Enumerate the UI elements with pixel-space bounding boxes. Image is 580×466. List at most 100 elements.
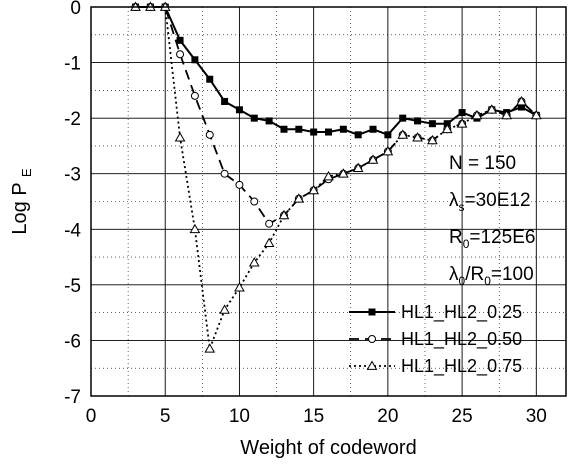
annotation-subscript: 0 [463, 237, 470, 251]
y-tick-label: -5 [64, 276, 81, 297]
data-point-series-3 [278, 209, 290, 220]
annotation-subscript: s [459, 200, 465, 214]
data-point-series-1 [414, 117, 422, 125]
data-point-series-3 [471, 109, 483, 120]
legend-label-2: HL1_HL2_0.50 [401, 329, 522, 350]
series-line-1 [135, 6, 537, 136]
data-point-series-3 [323, 170, 334, 181]
data-point-series-3 [516, 95, 527, 106]
legend-marker-1 [368, 308, 376, 316]
annotation-rest: =30E12 [465, 190, 531, 211]
annotation-main: λ [449, 190, 459, 211]
y-axis-title-subscript: E [19, 168, 34, 177]
data-point-series-3 [397, 129, 409, 139]
annotation-subscript: 0 [484, 274, 491, 288]
data-point-series-3 [352, 162, 364, 173]
data-point-series-3 [337, 168, 349, 178]
x-axis-title: Weight of codeword [240, 437, 416, 459]
data-point-series-3 [456, 118, 468, 128]
annotation-main: R [449, 227, 463, 248]
legend-marker-3 [366, 360, 378, 370]
data-point-series-3 [248, 257, 260, 267]
legend-label-1: HL1_HL2_0.25 [401, 302, 522, 323]
annotation-line: R0=125E6 [449, 227, 535, 251]
data-point-series-1 [235, 106, 243, 114]
data-point-series-3 [382, 145, 394, 156]
y-axis-title: Log P E [9, 168, 34, 234]
data-point-series-1 [176, 36, 184, 44]
data-point-series-1 [428, 120, 436, 128]
data-point-series-1 [354, 131, 362, 139]
data-point-series-2 [190, 91, 199, 100]
data-point-series-3 [367, 154, 379, 164]
x-tick-label: 25 [452, 406, 473, 427]
data-point-series-2 [205, 130, 214, 139]
data-point-series-3 [427, 134, 438, 145]
data-point-series-1 [399, 114, 407, 122]
y-tick-label: -6 [64, 331, 81, 352]
tick-labels: 0 5 10 15 20 25 30 0 -1 -2 -3 -4 -5 -6 -7 [64, 0, 547, 427]
data-point-series-1 [191, 56, 199, 64]
annotation-main: N = 150 [449, 153, 516, 174]
y-tick-label: -1 [64, 54, 81, 75]
data-point-series-1 [221, 97, 229, 105]
legend-marker-2 [368, 335, 376, 343]
y-tick-label: -2 [64, 109, 81, 130]
data-point-series-2 [265, 219, 274, 228]
annotation-line: λs=30E12 [449, 190, 531, 214]
y-tick-label: -3 [64, 165, 81, 186]
data-point-series-3 [189, 223, 201, 234]
legend: HL1_HL2_0.25 HL1_HL2_0.50 HL1_HL2_0.75 [349, 302, 522, 377]
data-point-series-3 [174, 132, 186, 142]
data-point-series-3 [308, 184, 320, 195]
data-point-series-3 [263, 237, 275, 248]
data-point-series-1 [206, 75, 214, 83]
data-point-series-2 [250, 197, 259, 206]
data-point-series-1 [295, 125, 303, 133]
annotation-main: λ [449, 264, 459, 285]
data-point-series-1 [280, 125, 288, 133]
data-point-series-3 [486, 104, 498, 114]
annotation-line: N = 150 [449, 153, 516, 174]
annotation-rest: /R [465, 264, 484, 285]
y-tick-label: -4 [64, 220, 81, 241]
data-point-series-3 [412, 132, 423, 142]
data-point-series-1 [325, 128, 332, 136]
plot-frame [90, 6, 567, 397]
data-point-series-1 [265, 117, 273, 125]
data-point-series-1 [339, 125, 347, 133]
data-point-series-2 [220, 169, 229, 178]
data-point-series-2 [176, 50, 185, 59]
y-tick-label: 0 [70, 0, 81, 19]
data-point-series-2 [235, 180, 244, 189]
data-point-series-3 [441, 123, 453, 134]
x-tick-label: 30 [526, 406, 547, 427]
data-point-series-3 [293, 193, 305, 203]
y-axis-title-main: Log P [9, 183, 31, 235]
x-tick-label: 15 [303, 406, 324, 427]
data-point-series-3 [530, 109, 542, 120]
series-line-2 [135, 6, 537, 225]
data-point-series-3 [204, 343, 216, 353]
data-point-series-1 [443, 120, 451, 128]
x-tick-label: 5 [160, 406, 171, 427]
data-point-series-1 [384, 131, 392, 139]
annotation-line: λ0/R0=100 [449, 264, 534, 288]
series-line-3 [135, 6, 537, 350]
x-tick-label: 0 [86, 406, 97, 427]
x-tick-label: 20 [377, 406, 398, 427]
data-point-series-1 [517, 103, 525, 111]
annotation-subscript: 0 [459, 274, 466, 288]
data-point-series-3 [219, 304, 230, 314]
series-layer [135, 6, 537, 350]
data-point-series-1 [369, 125, 377, 133]
data-point-series-3 [501, 109, 512, 120]
legend-label-3: HL1_HL2_0.75 [401, 356, 522, 377]
annotation-rest: =100 [491, 264, 534, 285]
data-point-series-1 [458, 109, 466, 117]
x-tick-label: 10 [229, 406, 250, 427]
data-point-series-3 [234, 282, 245, 292]
